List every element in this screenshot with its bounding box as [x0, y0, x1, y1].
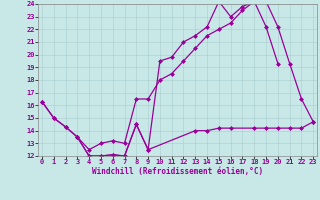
X-axis label: Windchill (Refroidissement éolien,°C): Windchill (Refroidissement éolien,°C) — [92, 167, 263, 176]
